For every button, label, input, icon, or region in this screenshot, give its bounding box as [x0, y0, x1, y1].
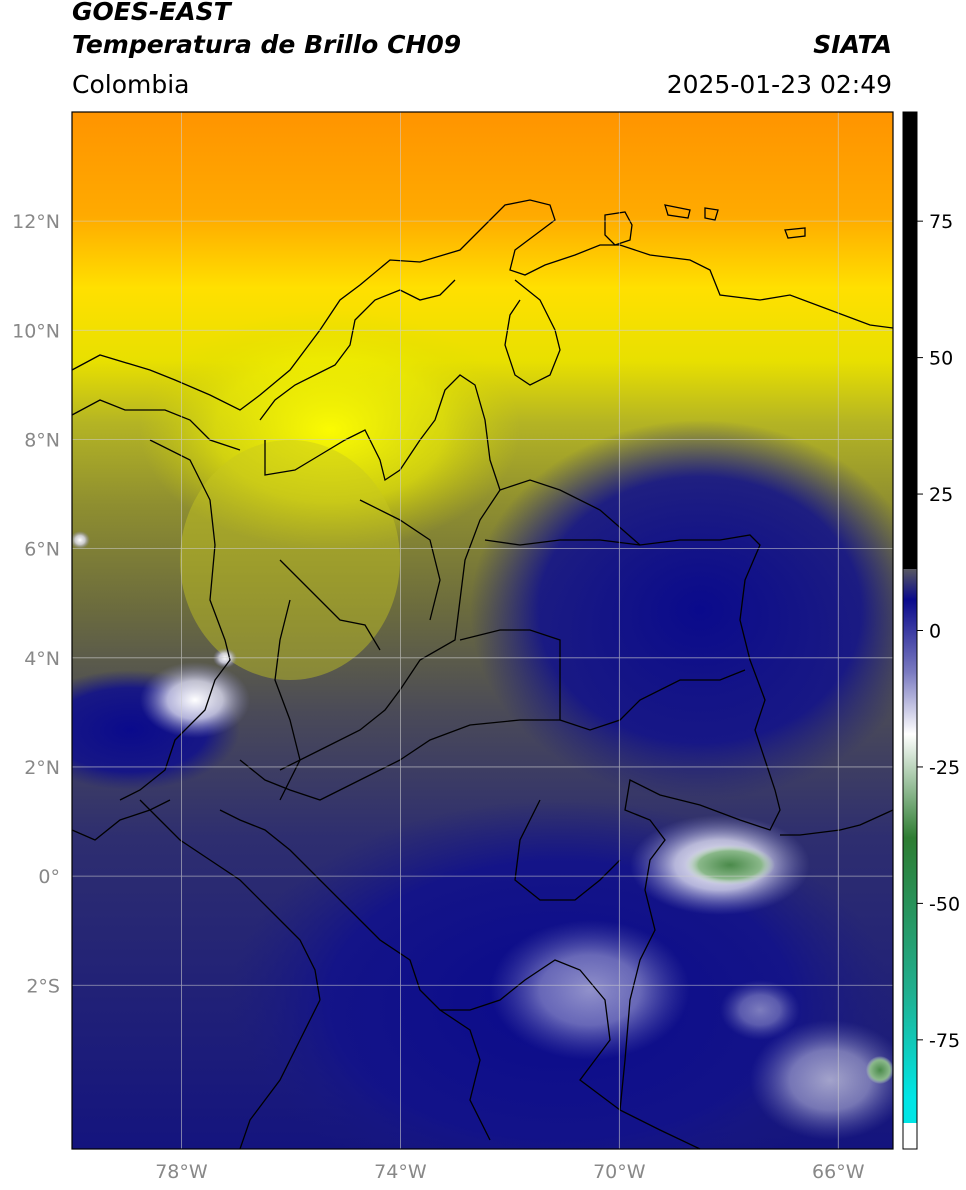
- lat-axis: 12°N 10°N 8°N 6°N 4°N 2°N 0° 2°S: [12, 211, 60, 997]
- lon-axis: 78°W 74°W 70°W 66°W: [155, 1161, 864, 1183]
- map-frame: [71, 111, 894, 1150]
- brand-label: SIATA: [813, 30, 892, 59]
- colorbar-tick-label: 75: [929, 211, 953, 233]
- datetime-label: 2025-01-23 02:49: [666, 70, 892, 99]
- lat-tick-label: 0°: [38, 866, 60, 888]
- lat-tick-label: 6°N: [24, 539, 60, 561]
- map-raster: [72, 112, 893, 1149]
- lat-tick-label: 10°N: [12, 320, 60, 342]
- colorbar-tick-label: -50: [929, 893, 960, 915]
- graticule: [72, 112, 893, 1149]
- lon-tick-label: 66°W: [812, 1161, 865, 1183]
- colorbar: 75 50 25 0 -25 -50 -75: [902, 111, 960, 1150]
- lat-tick-label: 8°N: [24, 429, 60, 451]
- lat-tick-label: 2°N: [24, 757, 60, 779]
- lat-tick-label: 12°N: [12, 211, 60, 233]
- colorbar-tick-label: 50: [929, 348, 953, 370]
- lon-tick-label: 78°W: [155, 1161, 208, 1183]
- region-label: Colombia: [72, 70, 190, 99]
- lon-tick-label: 74°W: [374, 1161, 427, 1183]
- coastline-borders: [71, 199, 894, 1150]
- colorbar-tick-label: 0: [929, 621, 941, 643]
- colorbar-tick-label: 25: [929, 484, 953, 506]
- lon-tick-label: 70°W: [593, 1161, 646, 1183]
- colorbar-tick-label: -25: [929, 757, 960, 779]
- colorbar-tick-label: -75: [929, 1030, 960, 1052]
- lat-tick-label: 4°N: [24, 648, 60, 670]
- title-product: Temperatura de Brillo CH09: [72, 30, 462, 59]
- lat-tick-label: 2°S: [26, 975, 60, 997]
- colorbar-warm-black-band: [903, 112, 917, 569]
- colorbar-white-band: [903, 1123, 917, 1149]
- title-satellite: GOES-EAST: [72, 0, 231, 26]
